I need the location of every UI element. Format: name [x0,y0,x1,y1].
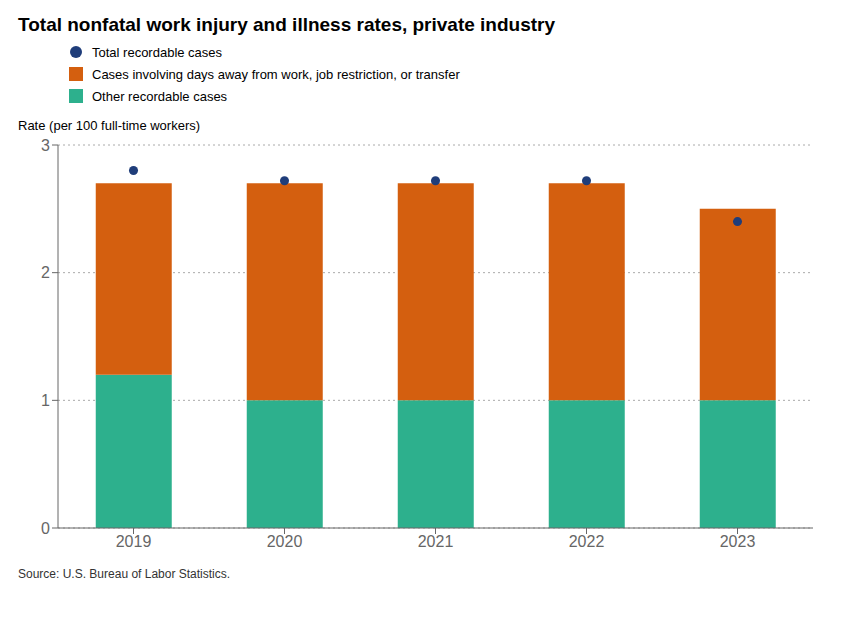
html-text:Source: U.S. Bureau of Labor S: Source: U.S. Bureau of Labor Statistics. [18,567,231,581]
html-text:Cases involving days away from: Cases involving days away from work, job… [92,66,460,82]
html-text:Rate (per 100 full-time worker: Rate (per 100 full-time workers) [18,118,201,133]
svg-text:2019: 2019 [116,533,152,550]
svg-text:3: 3 [41,137,50,154]
svg-text:2022: 2022 [569,533,605,550]
svg-text:2023: 2023 [720,533,756,550]
html-text:Total nonfatal work injury and: Total nonfatal work injury and illness r… [18,14,555,35]
svg-text:2: 2 [41,264,50,281]
svg-text:2021: 2021 [418,533,454,550]
html-text:Other recordable cases: Other recordable cases [92,88,228,104]
html-text:Total recordable cases: Total recordable cases [92,44,223,60]
svg-text:2020: 2020 [267,533,303,550]
svg-text:0: 0 [41,520,50,537]
svg-text:1: 1 [41,392,50,409]
